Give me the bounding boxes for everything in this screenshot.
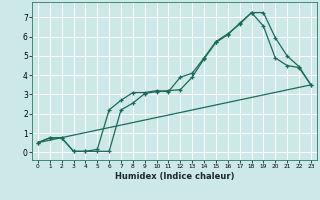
X-axis label: Humidex (Indice chaleur): Humidex (Indice chaleur) [115, 172, 234, 181]
